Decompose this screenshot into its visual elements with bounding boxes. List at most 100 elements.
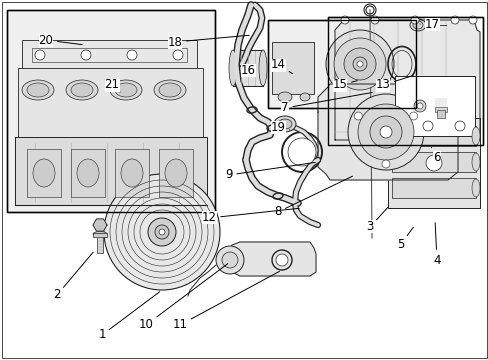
Text: 15: 15 [332, 78, 357, 91]
Bar [436, 110, 444, 118]
Circle shape [413, 100, 425, 112]
Circle shape [450, 16, 458, 24]
Text: 18: 18 [167, 35, 249, 49]
Ellipse shape [159, 83, 181, 97]
Ellipse shape [232, 50, 263, 86]
Circle shape [370, 16, 378, 24]
Circle shape [357, 104, 413, 160]
Polygon shape [229, 242, 315, 276]
Bar [391, 152, 475, 172]
Text: 4: 4 [432, 223, 440, 266]
Text: 5: 5 [397, 227, 412, 251]
Circle shape [352, 57, 366, 71]
Bar [32, 48, 186, 62]
Circle shape [425, 155, 441, 171]
Text: 3: 3 [366, 207, 387, 234]
Polygon shape [317, 84, 457, 180]
Ellipse shape [412, 21, 422, 29]
Text: 13: 13 [375, 76, 411, 91]
Bar [327, 17, 482, 145]
Bar [18, 68, 203, 140]
Ellipse shape [273, 116, 295, 132]
Ellipse shape [228, 50, 237, 86]
Circle shape [127, 50, 137, 60]
Bar [391, 178, 475, 198]
Circle shape [216, 246, 244, 274]
Circle shape [409, 112, 417, 120]
Bar [7, 10, 215, 212]
Bar [267, 20, 415, 108]
Bar [434, 107, 446, 112]
Bar [394, 76, 474, 136]
Text: 10: 10 [138, 264, 227, 332]
Circle shape [416, 103, 422, 109]
Polygon shape [93, 219, 107, 231]
Text: 1: 1 [98, 292, 160, 342]
Circle shape [369, 116, 401, 148]
Circle shape [155, 225, 169, 239]
Text: 8: 8 [274, 176, 352, 219]
Circle shape [275, 254, 287, 266]
Bar [391, 126, 475, 146]
Circle shape [35, 50, 45, 60]
Circle shape [390, 121, 400, 131]
Ellipse shape [33, 159, 55, 187]
Ellipse shape [375, 113, 393, 127]
Circle shape [325, 30, 393, 98]
Text: 7: 7 [281, 93, 371, 114]
Text: 17: 17 [419, 18, 439, 31]
Bar [27, 149, 61, 197]
Bar [387, 118, 479, 208]
Ellipse shape [66, 80, 98, 100]
Ellipse shape [471, 153, 479, 171]
Text: 14: 14 [270, 58, 292, 73]
Ellipse shape [259, 50, 266, 86]
Text: 21: 21 [104, 78, 120, 92]
Text: 9: 9 [225, 162, 315, 181]
Ellipse shape [154, 80, 185, 100]
Circle shape [422, 121, 432, 131]
Ellipse shape [77, 159, 99, 187]
Ellipse shape [278, 119, 291, 129]
Circle shape [148, 218, 176, 246]
Text: 20: 20 [39, 33, 82, 46]
Circle shape [468, 16, 476, 24]
Circle shape [381, 160, 389, 168]
Bar [115, 149, 149, 197]
Circle shape [343, 48, 375, 80]
Circle shape [173, 50, 183, 60]
Circle shape [340, 16, 348, 24]
Ellipse shape [471, 179, 479, 197]
Text: 2: 2 [53, 252, 93, 301]
Ellipse shape [471, 127, 479, 145]
Ellipse shape [278, 92, 291, 102]
Bar [232, 50, 263, 86]
Text: 11: 11 [172, 271, 279, 332]
Ellipse shape [110, 80, 142, 100]
Bar [271, 42, 313, 94]
Bar [15, 137, 206, 205]
Bar [93, 233, 107, 237]
Ellipse shape [115, 83, 137, 97]
Bar [97, 225, 103, 253]
Circle shape [454, 121, 464, 131]
Circle shape [159, 229, 164, 235]
Bar [22, 40, 197, 70]
Bar [7, 10, 215, 212]
Ellipse shape [164, 159, 186, 187]
Bar [159, 149, 193, 197]
Text: 19: 19 [270, 121, 289, 135]
Ellipse shape [71, 83, 93, 97]
Ellipse shape [22, 80, 54, 100]
Text: 12: 12 [201, 208, 299, 225]
Text: 6: 6 [430, 148, 440, 165]
Ellipse shape [93, 231, 107, 237]
Circle shape [287, 138, 315, 166]
Circle shape [354, 112, 362, 120]
Text: 16: 16 [240, 63, 255, 77]
Circle shape [347, 94, 423, 170]
Ellipse shape [27, 83, 49, 97]
Ellipse shape [409, 19, 425, 31]
Ellipse shape [121, 159, 142, 187]
Bar [267, 20, 415, 108]
